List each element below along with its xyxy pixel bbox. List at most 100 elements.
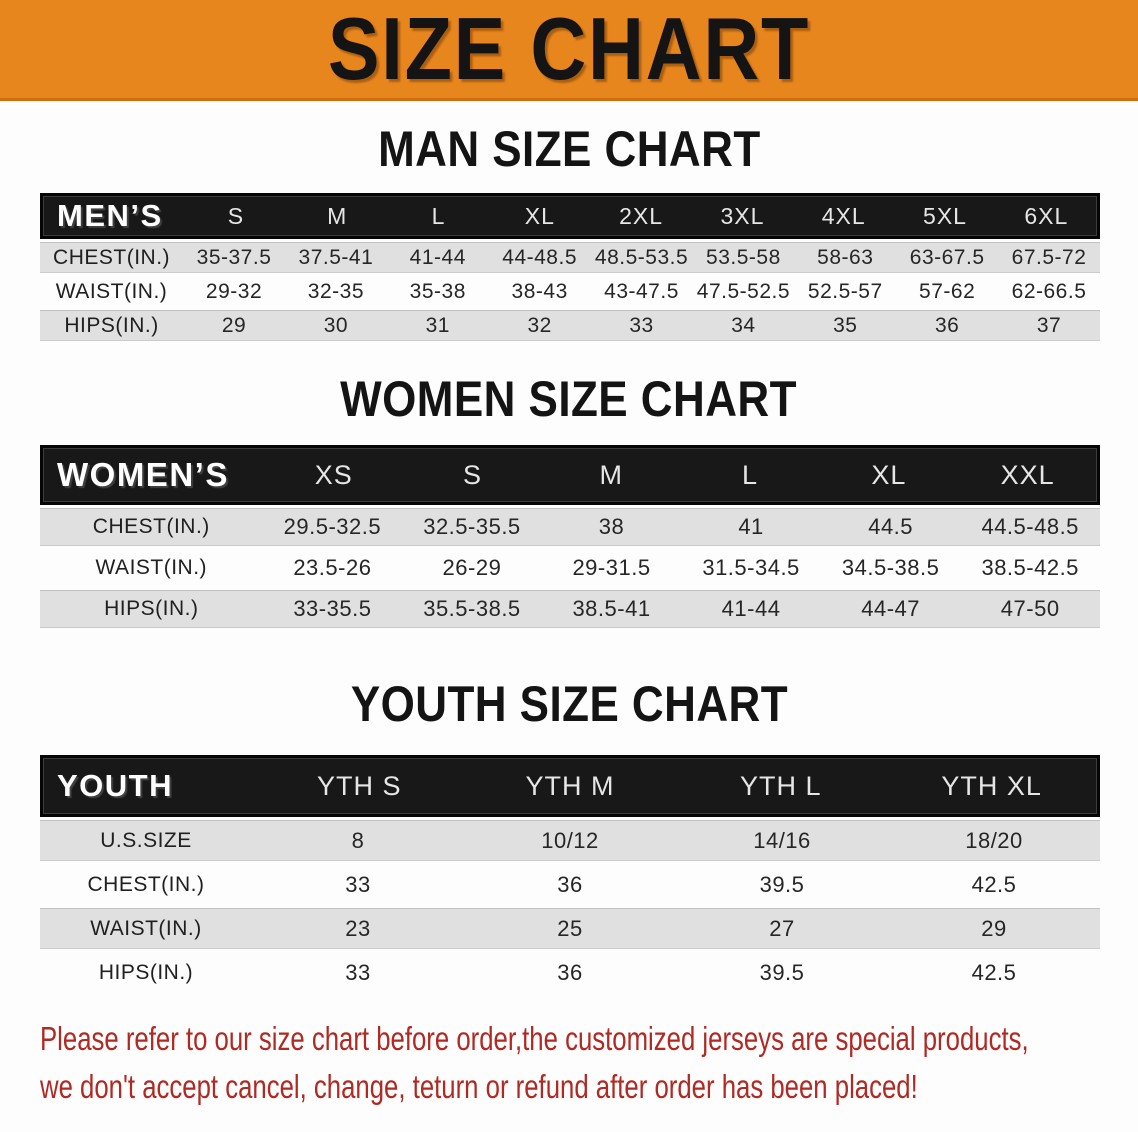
- size-value-cell: 34.5-38.5: [841, 555, 940, 580]
- size-value-cell: 29: [981, 915, 1007, 941]
- size-value-cell: 48.5-53.5: [594, 245, 689, 269]
- size-column-header: XL: [524, 202, 555, 229]
- size-value-cell: 29: [221, 313, 247, 337]
- size-value-cell: 23.5-26: [293, 555, 372, 580]
- size-value-cell: 33: [345, 959, 371, 985]
- table-header-row: YOUTH YTH S YTH M YTH L YTH XL: [40, 755, 1100, 817]
- size-value-cell: 36: [557, 871, 583, 897]
- size-column-header: M: [599, 459, 624, 490]
- size-column-header: S: [227, 202, 245, 229]
- size-column-header: 3XL: [720, 202, 765, 229]
- size-column-header: XL: [871, 459, 907, 490]
- size-column-header: L: [431, 202, 446, 229]
- table-row: U.S.SIZE 8 10/12 14/16 18/20: [40, 820, 1100, 861]
- table-row: CHEST(IN.) 29.5-32.5 32.5-35.5 38 41 44.5 44.5…: [40, 508, 1100, 546]
- size-value-cell: 31: [425, 313, 450, 337]
- row-label: WAIST(IN.): [90, 916, 202, 940]
- size-column-header: YTH L: [740, 770, 822, 801]
- disclaimer-line-1: Please refer to our size chart before or…: [40, 1020, 1029, 1057]
- size-value-cell: 33-35.5: [293, 596, 372, 621]
- size-value-cell: 25: [557, 915, 583, 941]
- table-corner-label: WOMEN’S: [57, 456, 229, 493]
- size-value-cell: 38-43: [511, 279, 568, 303]
- size-value-cell: 10/12: [541, 827, 599, 853]
- table-header-row: WOMEN’S XS S M L XL XXL: [40, 445, 1100, 505]
- size-value-cell: 29.5-32.5: [283, 514, 382, 539]
- size-value-cell: 62-66.5: [1011, 279, 1087, 303]
- size-value-cell: 31.5-34.5: [702, 555, 800, 580]
- size-value-cell: 44-47: [861, 596, 921, 621]
- size-value-cell: 63-67.5: [909, 245, 985, 269]
- size-column-header: 4XL: [821, 202, 866, 229]
- size-value-cell: 52.5-57: [807, 279, 883, 303]
- row-label: U.S.SIZE: [100, 828, 192, 852]
- size-value-cell: 30: [323, 313, 349, 337]
- size-value-cell: 29-32: [205, 279, 263, 303]
- size-value-cell: 37.5-41: [298, 245, 374, 269]
- size-column-header: 6XL: [1024, 202, 1069, 229]
- row-label: CHEST(IN.): [87, 872, 205, 896]
- size-value-cell: 44.5: [868, 514, 914, 539]
- table-header-row: MEN’S S M L XL 2XL 3XL 4XL 5XL 6XL: [40, 193, 1100, 239]
- row-label: HIPS(IN.): [104, 597, 199, 620]
- disclaimer: Please refer to our size chart before or…: [40, 1015, 1138, 1111]
- size-value-cell: 32.5-35.5: [423, 514, 521, 539]
- row-label: WAIST(IN.): [55, 279, 168, 303]
- size-column-header: L: [742, 459, 759, 490]
- size-value-cell: 33: [629, 313, 654, 337]
- section-heading-men: MAN SIZE CHART: [0, 121, 1138, 177]
- size-value-cell: 14/16: [753, 827, 811, 853]
- size-column-header: 2XL: [619, 202, 664, 229]
- men-size-table: MEN’S S M L XL 2XL 3XL 4XL 5XL 6XL CHEST(IN.) 35-37…: [40, 193, 1100, 341]
- size-column-header: YTH XL: [941, 770, 1042, 801]
- table-row: WAIST(IN.) 23.5-26 26-29 29-31.5 31.5-34.5 34…: [40, 549, 1100, 587]
- table-corner-label: MEN’S: [57, 198, 163, 233]
- table-row: HIPS(IN.) 29 30 31 32 33 34 35 36 37: [40, 310, 1100, 341]
- row-label: WAIST(IN.): [95, 556, 208, 579]
- table-row: CHEST(IN.) 33 36 39.5 42.5: [40, 864, 1100, 905]
- size-column-header: XXL: [1000, 459, 1055, 490]
- size-value-cell: 41-44: [721, 596, 781, 621]
- row-label: HIPS(IN.): [98, 960, 194, 984]
- size-value-cell: 44.5-48.5: [981, 514, 1079, 539]
- table-row: HIPS(IN.) 33 36 39.5 42.5: [40, 952, 1100, 993]
- size-value-cell: 23: [345, 915, 371, 941]
- size-value-cell: 36: [557, 959, 583, 985]
- size-value-cell: 18/20: [965, 827, 1023, 853]
- women-chart-title: WOMEN SIZE CHART: [340, 371, 798, 427]
- size-value-cell: 27: [769, 915, 795, 941]
- row-label: HIPS(IN.): [64, 313, 159, 337]
- size-value-cell: 41-44: [409, 245, 466, 269]
- size-value-cell: 39.5: [759, 871, 805, 897]
- size-value-cell: 32-35: [307, 279, 365, 303]
- size-value-cell: 38: [598, 514, 625, 539]
- size-value-cell: 67.5-72: [1011, 245, 1087, 269]
- page-title: SIZE CHART: [327, 0, 811, 98]
- size-value-cell: 43-47.5: [604, 279, 679, 303]
- row-label: CHEST(IN.): [53, 245, 171, 269]
- size-value-cell: 42.5: [971, 959, 1017, 985]
- size-value-cell: 34: [731, 313, 756, 337]
- size-value-cell: 57-62: [919, 279, 976, 303]
- table-corner-label: YOUTH: [57, 768, 173, 803]
- size-chart-banner: SIZE CHART: [0, 0, 1138, 101]
- section-heading-youth: YOUTH SIZE CHART: [0, 676, 1138, 732]
- size-value-cell: 32: [527, 313, 552, 337]
- size-value-cell: 35-38: [409, 279, 466, 303]
- size-value-cell: 47-50: [1000, 596, 1060, 621]
- size-value-cell: 38.5-41: [572, 596, 651, 621]
- size-value-cell: 35-37.5: [196, 245, 272, 269]
- size-value-cell: 35.5-38.5: [423, 596, 521, 621]
- size-value-cell: 42.5: [971, 871, 1017, 897]
- size-value-cell: 58-63: [817, 245, 874, 269]
- size-value-cell: 38.5-42.5: [981, 555, 1079, 580]
- size-value-cell: 44-48.5: [502, 245, 578, 269]
- size-column-header: XS: [314, 459, 353, 490]
- size-value-cell: 8: [351, 827, 365, 853]
- size-column-header: M: [327, 202, 348, 229]
- size-value-cell: 47.5-52.5: [696, 279, 791, 303]
- size-column-header: 5XL: [923, 202, 967, 229]
- table-row: WAIST(IN.) 23 25 27 29: [40, 908, 1100, 949]
- size-value-cell: 33: [345, 871, 371, 897]
